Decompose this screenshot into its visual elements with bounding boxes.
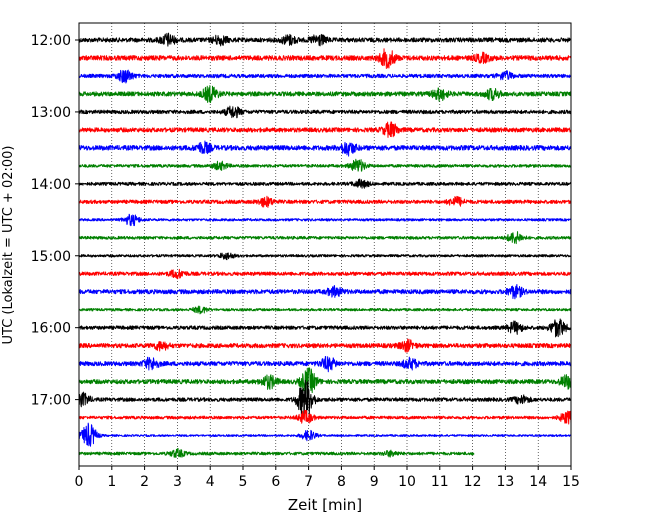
y-tick-label: 12:00	[31, 33, 71, 49]
y-axis-ticks: 12:00 13:00 14:00 15:00 16:00 17:00	[31, 33, 79, 409]
trace-1330	[78, 140, 572, 157]
trace-1315	[78, 121, 572, 138]
trace-1430	[78, 213, 572, 227]
trace-1615	[78, 338, 572, 353]
y-tick-label: 17:00	[31, 393, 71, 409]
x-tick-label: 8	[337, 474, 346, 490]
trace-1530	[78, 283, 572, 300]
y-tick-label: 14:00	[31, 177, 71, 193]
trace-group	[78, 32, 572, 458]
trace-1200	[78, 32, 572, 47]
x-tick-label: 13	[496, 474, 514, 490]
x-tick-label: 15	[562, 474, 580, 490]
trace-1215	[78, 48, 572, 70]
x-tick-label: 9	[370, 474, 379, 490]
x-axis-label: Zeit [min]	[288, 496, 362, 514]
x-tick-label: 7	[304, 474, 313, 490]
x-tick-label: 6	[271, 474, 280, 490]
trace-1745	[78, 448, 475, 458]
trace-1545	[78, 305, 572, 315]
trace-1515	[78, 268, 572, 280]
trace-1400	[78, 178, 572, 189]
x-tick-label: 4	[206, 474, 215, 490]
trace-1730	[78, 422, 572, 447]
trace-1630	[78, 356, 572, 373]
y-tick-label: 13:00	[31, 105, 71, 121]
trace-1415	[78, 195, 572, 208]
trace-1300	[78, 105, 572, 119]
x-tick-label: 1	[107, 474, 116, 490]
trace-1645	[78, 367, 572, 394]
trace-1445	[78, 231, 572, 245]
trace-1715	[78, 409, 572, 425]
trace-1500	[78, 252, 572, 261]
trace-1230	[78, 69, 572, 84]
x-tick-label: 10	[398, 474, 416, 490]
trace-1345	[78, 158, 572, 172]
y-axis-label: UTC (Lokalzeit = UTC + 02:00)	[1, 146, 16, 345]
trace-1700	[78, 379, 572, 419]
x-tick-label: 3	[173, 474, 182, 490]
x-tick-label: 12	[464, 474, 482, 490]
x-tick-label: 2	[140, 474, 149, 490]
trace-1245	[78, 85, 572, 104]
x-tick-label: 5	[239, 474, 248, 490]
x-axis-ticks: 0 1 2 3 4 5 6 7 8 9 10 11 12 13 14 15	[75, 466, 580, 490]
y-tick-label: 15:00	[31, 249, 71, 265]
trace-1600	[78, 318, 572, 338]
plot-frame	[78, 22, 572, 467]
y-tick-label: 16:00	[31, 321, 71, 337]
x-tick-label: 11	[431, 474, 449, 490]
x-tick-label: 14	[529, 474, 547, 490]
x-tick-label: 0	[75, 474, 84, 490]
